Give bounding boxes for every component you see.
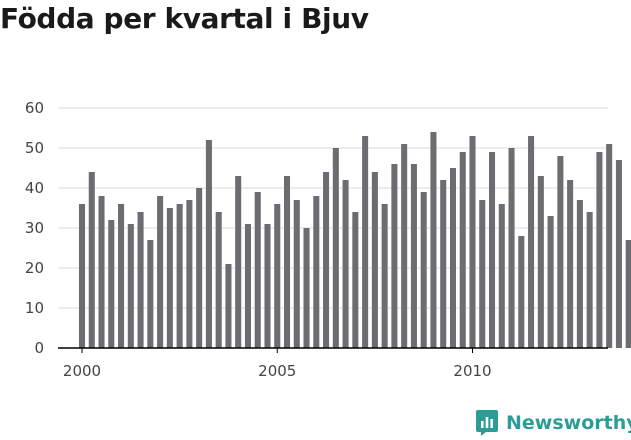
newsworthy-logo-icon	[476, 410, 498, 436]
bar	[274, 204, 281, 348]
y-tick-label: 0	[34, 339, 44, 357]
brand-logo: Newsworthy	[475, 406, 631, 440]
bar	[332, 148, 339, 348]
bar	[127, 224, 134, 348]
bar	[381, 204, 388, 348]
y-tick-label: 20	[25, 259, 44, 277]
bar	[430, 132, 437, 348]
bar	[498, 204, 505, 348]
y-tick-label: 40	[25, 179, 44, 197]
bar	[137, 212, 144, 348]
bar	[371, 172, 378, 348]
y-tick-label: 50	[25, 139, 44, 157]
x-tick-label: 2000	[63, 362, 101, 380]
y-tick-label: 30	[25, 219, 44, 237]
bar	[488, 152, 496, 348]
bar	[615, 160, 622, 348]
bar	[244, 224, 251, 348]
bar	[440, 180, 447, 348]
y-axis-labels: 0 10 20 30 40 50 60	[25, 99, 44, 357]
bar	[293, 200, 300, 348]
bar	[508, 148, 515, 348]
bar	[391, 164, 398, 348]
bar	[576, 200, 583, 348]
bars	[78, 132, 631, 348]
bar	[547, 216, 554, 348]
bar	[225, 264, 232, 348]
bar	[205, 140, 212, 348]
bar	[283, 176, 291, 348]
bar	[606, 144, 613, 348]
bar	[362, 136, 369, 348]
page-title: Födda per kvartal i Bjuv	[0, 2, 369, 35]
bar	[254, 192, 261, 348]
x-axis-labels: 200020052010201520202025	[63, 348, 492, 380]
bar	[215, 212, 222, 348]
y-tick-label: 10	[25, 299, 44, 317]
bar	[323, 172, 330, 348]
bar	[459, 152, 466, 348]
bar	[98, 196, 105, 348]
bar	[342, 180, 349, 348]
bar	[313, 196, 320, 348]
x-tick-label: 2005	[258, 362, 296, 380]
bar	[352, 212, 359, 348]
bar	[528, 136, 535, 348]
bar	[449, 168, 457, 348]
bar	[118, 204, 125, 348]
x-tick-label: 2010	[453, 362, 491, 380]
bar	[401, 144, 408, 348]
bar	[157, 196, 164, 348]
bar	[108, 220, 115, 348]
bar	[625, 240, 631, 348]
bar	[567, 180, 574, 348]
bar	[88, 172, 95, 348]
bar	[147, 240, 154, 348]
bar	[518, 236, 525, 348]
bar	[196, 188, 203, 348]
y-tick-label: 60	[25, 99, 44, 117]
bar	[176, 204, 183, 348]
brand-name: Newsworthy	[506, 412, 631, 434]
bar	[557, 156, 564, 348]
bar	[264, 224, 271, 348]
bar	[303, 228, 310, 348]
bar	[78, 204, 86, 348]
bar	[537, 176, 544, 348]
bar	[166, 208, 173, 348]
bar	[596, 152, 603, 348]
bar	[420, 192, 427, 348]
bar	[479, 200, 486, 348]
bar	[235, 176, 242, 348]
bar	[469, 136, 476, 348]
bar	[586, 212, 593, 348]
bar	[186, 200, 193, 348]
bar	[410, 164, 417, 348]
